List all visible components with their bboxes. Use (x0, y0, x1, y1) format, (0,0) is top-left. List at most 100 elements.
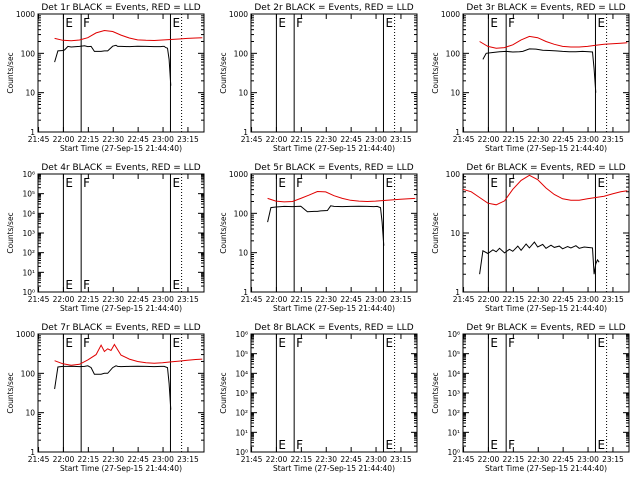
series-lld-line (462, 174, 628, 206)
y-tick-label: 10⁶ (22, 170, 35, 179)
chart-title: Det 8r BLACK = Events, RED = LLD (254, 323, 413, 333)
x-tick-label: 23:00 (152, 295, 174, 304)
x-tick-label: 21:45 (453, 295, 475, 304)
x-tick-label: 23:00 (152, 135, 174, 144)
x-tick-label: 23:15 (390, 455, 412, 464)
x-tick-label: 22:45 (552, 455, 574, 464)
y-tick-label: 1000 (16, 10, 35, 19)
x-tick-label: 22:30 (102, 455, 124, 464)
flag-label: E (597, 336, 605, 350)
x-tick-label: 21:45 (241, 135, 263, 144)
x-tick-label: 22:45 (340, 295, 362, 304)
x-tick-label: 22:30 (527, 455, 549, 464)
flag-label: E (597, 16, 605, 30)
x-tick-label: 22:45 (552, 295, 574, 304)
y-axis-label: Counts/sec (431, 372, 440, 413)
flag-label: E (278, 176, 286, 190)
x-tick-label: 22:15 (291, 295, 313, 304)
y-tick-label: 10³ (22, 229, 35, 238)
flag-label: F (83, 176, 90, 190)
x-axis-label: Start Time (27-Sep-15 21:44:40) (273, 144, 395, 153)
chart-panel-2: Det 2r BLACK = Events, RED = LLD 21:45 22:… (219, 3, 418, 153)
y-axis-label: Counts/sec (6, 372, 15, 413)
x-tick-label: 23:15 (177, 455, 199, 464)
flag-label: E (278, 438, 286, 452)
x-tick-label: 23:00 (365, 295, 387, 304)
x-tick-label: 22:00 (53, 455, 75, 464)
flag-label: F (296, 438, 303, 452)
x-tick-label: 22:00 (478, 135, 500, 144)
x-tick-label: 22:15 (503, 135, 525, 144)
y-tick-label: 10 (238, 249, 248, 258)
flag-label: E (278, 16, 286, 30)
chart-panel-9: Det 9r BLACK = Events, RED = LLD 21:45 22:… (431, 323, 630, 473)
x-tick-label: 23:00 (577, 135, 599, 144)
flag-label: F (83, 278, 90, 292)
x-tick-label: 22:30 (315, 295, 337, 304)
y-tick-label: 10 (450, 89, 460, 98)
x-axis-label: Start Time (27-Sep-15 21:44:40) (485, 304, 607, 313)
flag-label: F (508, 438, 515, 452)
y-tick-label: 100 (21, 49, 36, 58)
x-tick-label: 22:30 (102, 295, 124, 304)
y-tick-label: 1 (30, 128, 35, 137)
y-tick-label: 10 (238, 89, 248, 98)
y-tick-label: 10⁵ (22, 190, 35, 199)
flag-label: E (490, 336, 498, 350)
y-tick-label: 1 (243, 288, 248, 297)
y-tick-label: 1000 (229, 10, 248, 19)
x-tick-label: 21:45 (453, 455, 475, 464)
x-tick-label: 23:00 (577, 295, 599, 304)
y-tick-label: 10 (25, 409, 35, 418)
x-tick-label: 22:15 (78, 455, 100, 464)
x-tick-label: 22:15 (78, 295, 100, 304)
x-tick-label: 22:00 (478, 295, 500, 304)
x-tick-label: 22:15 (291, 135, 313, 144)
y-tick-label: 10⁴ (235, 369, 248, 378)
y-tick-label: 1 (455, 288, 460, 297)
flag-label: F (508, 176, 515, 190)
flag-label: F (296, 16, 303, 30)
x-tick-label: 21:45 (241, 455, 263, 464)
x-tick-label: 23:15 (390, 295, 412, 304)
x-tick-label: 23:00 (577, 455, 599, 464)
y-tick-label: 10 (25, 89, 35, 98)
series-events-line (54, 365, 172, 410)
y-tick-label: 10⁰ (447, 448, 460, 457)
chart-title: Det 9r BLACK = Events, RED = LLD (466, 323, 625, 333)
x-tick-label: 22:00 (53, 135, 75, 144)
x-tick-label: 21:45 (28, 455, 50, 464)
flag-label: F (296, 336, 303, 350)
flag-label: E (172, 336, 180, 350)
chart-title: Det 2r BLACK = Events, RED = LLD (254, 3, 413, 13)
flag-label: E (385, 336, 393, 350)
x-tick-label: 22:45 (127, 455, 149, 464)
x-axis-label: Start Time (27-Sep-15 21:44:40) (485, 144, 607, 153)
flag-label: E (385, 16, 393, 30)
y-tick-label: 10⁴ (447, 369, 460, 378)
y-tick-label: 10⁵ (447, 350, 460, 359)
series-lld-line (54, 343, 203, 366)
x-tick-label: 22:15 (291, 455, 313, 464)
x-tick-label: 22:45 (340, 135, 362, 144)
flag-label: E (385, 438, 393, 452)
flag-label: E (597, 176, 605, 190)
flag-label: E (385, 176, 393, 190)
y-tick-label: 10² (22, 249, 35, 258)
flag-label: E (490, 176, 498, 190)
series-events-line (267, 205, 385, 246)
y-tick-label: 10³ (447, 389, 460, 398)
y-tick-label: 10¹ (235, 428, 248, 437)
plot-frame (37, 333, 205, 453)
series-events-line (479, 241, 600, 275)
flag-label: E (65, 16, 73, 30)
plot-frame (250, 13, 418, 133)
series-events-line (482, 48, 597, 93)
flag-label: F (508, 336, 515, 350)
y-axis-label: Counts/sec (431, 52, 440, 93)
flag-label: E (278, 336, 286, 350)
x-tick-label: 21:45 (241, 295, 263, 304)
chart-title: Det 7r BLACK = Events, RED = LLD (41, 323, 200, 333)
